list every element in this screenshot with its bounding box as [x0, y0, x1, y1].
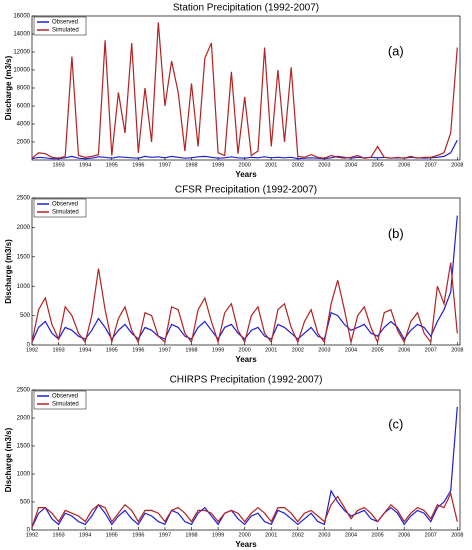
y-tick-label: 1000 — [17, 284, 31, 290]
legend-label: Simulated — [52, 210, 79, 216]
x-tick-label: 1995 — [106, 162, 118, 168]
y-tick-label: 12000 — [13, 50, 30, 56]
x-tick-label: 2008 — [451, 347, 463, 353]
plot-area — [31, 15, 461, 161]
y-axis-label: Discharge (m3/s) — [4, 55, 13, 120]
series-line — [31, 22, 458, 159]
y-tick-label: 1500 — [17, 254, 31, 260]
x-tick-label: 1993 — [52, 532, 64, 538]
y-tick-label: 10000 — [13, 68, 30, 74]
x-tick-label: 1994 — [79, 532, 91, 538]
y-tick-label: 2500 — [17, 196, 31, 202]
chart-title: CHIRPS Precipitation (1992-2007) — [170, 375, 323, 386]
x-tick-label: 2008 — [451, 532, 463, 538]
x-tick-label: 2008 — [451, 162, 463, 168]
x-tick-label: 2002 — [292, 532, 304, 538]
x-tick-label: 2006 — [398, 162, 410, 168]
y-tick-label: 500 — [20, 313, 31, 319]
x-tick-label: 2006 — [398, 347, 410, 353]
x-tick-label: 1998 — [185, 162, 197, 168]
chart-title: Station Precipitation (1992-2007) — [173, 3, 319, 14]
y-tick-label: 2000 — [17, 140, 31, 146]
x-tick-label: 1992 — [26, 347, 38, 353]
y-tick-label: 4000 — [17, 122, 31, 128]
x-tick-label: 1997 — [159, 162, 171, 168]
x-tick-label: 2002 — [292, 347, 304, 353]
x-tick-label: 2000 — [239, 162, 251, 168]
x-axis-label: Years — [235, 540, 257, 549]
y-tick-label: 2000 — [17, 416, 31, 422]
y-tick-label: 0 — [27, 528, 31, 534]
x-axis-label: Years — [235, 355, 257, 364]
legend: Observed Simulated — [33, 198, 87, 218]
x-tick-label: 2002 — [292, 162, 304, 168]
y-tick-label: 2000 — [17, 225, 31, 231]
x-tick-label: 1998 — [185, 532, 197, 538]
x-tick-label: 1994 — [79, 162, 91, 168]
x-tick-label: 1999 — [212, 347, 224, 353]
y-tick-label: 1500 — [17, 444, 31, 450]
x-tick-label: 1999 — [212, 162, 224, 168]
x-tick-label: 1998 — [185, 347, 197, 353]
annotation: (a) — [388, 43, 404, 58]
y-tick-label: 0 — [27, 343, 31, 349]
y-tick-label: 2500 — [17, 388, 31, 394]
legend: Observed Simulated — [33, 16, 87, 36]
x-axis-label: Years — [235, 170, 257, 179]
chart-title: CFSR Precipitation (1992-2007) — [175, 185, 317, 196]
x-tick-label: 2001 — [265, 347, 277, 353]
legend-label: Observed — [52, 394, 78, 400]
series-line — [31, 262, 458, 345]
x-tick-label: 2001 — [265, 532, 277, 538]
legend-label: Simulated — [52, 28, 79, 34]
series-line — [31, 491, 458, 528]
x-tick-label: 1997 — [159, 347, 171, 353]
x-tick-label: 2000 — [239, 532, 251, 538]
x-tick-label: 2005 — [371, 532, 383, 538]
legend: Observed Simulated — [33, 390, 87, 410]
x-tick-label: 1992 — [26, 532, 38, 538]
x-tick-label: 1994 — [79, 347, 91, 353]
x-tick-label: 2005 — [371, 347, 383, 353]
x-tick-label: 2007 — [425, 162, 437, 168]
y-tick-label: 14000 — [13, 32, 30, 38]
legend-label: Observed — [52, 20, 78, 26]
x-tick-label: 1995 — [106, 347, 118, 353]
x-tick-label: 1996 — [132, 347, 144, 353]
x-tick-label: 1993 — [52, 162, 64, 168]
x-tick-label: 2005 — [371, 162, 383, 168]
annotation: (b) — [388, 226, 404, 241]
y-tick-label: 8000 — [17, 86, 31, 92]
x-tick-label: 2001 — [265, 162, 277, 168]
x-tick-label: 2000 — [239, 347, 251, 353]
annotation: (c) — [388, 416, 403, 431]
x-tick-label: 1996 — [132, 162, 144, 168]
x-tick-label: 1997 — [159, 532, 171, 538]
legend-label: Simulated — [52, 402, 79, 408]
x-tick-label: 1993 — [52, 347, 64, 353]
x-tick-label: 2003 — [318, 347, 330, 353]
y-axis-label: Discharge (m3/s) — [4, 427, 13, 492]
x-tick-label: 2003 — [318, 162, 330, 168]
x-tick-label: 1995 — [106, 532, 118, 538]
x-tick-label: 2006 — [398, 532, 410, 538]
y-tick-label: 16000 — [13, 14, 30, 20]
x-tick-label: 2007 — [425, 347, 437, 353]
x-tick-label: 2004 — [345, 347, 357, 353]
y-tick-label: 6000 — [17, 104, 31, 110]
series-line — [31, 215, 458, 343]
x-tick-label: 1999 — [212, 532, 224, 538]
x-tick-label: 2004 — [345, 162, 357, 168]
y-tick-label: 1000 — [17, 472, 31, 478]
legend-label: Observed — [52, 202, 78, 208]
plot-area — [31, 197, 461, 346]
x-tick-label: 2003 — [318, 532, 330, 538]
x-tick-label: 1996 — [132, 532, 144, 538]
x-tick-label: 2007 — [425, 532, 437, 538]
y-axis-label: Discharge (m3/s) — [4, 239, 13, 304]
y-tick-label: 500 — [20, 500, 31, 506]
x-tick-label: 2004 — [345, 532, 357, 538]
